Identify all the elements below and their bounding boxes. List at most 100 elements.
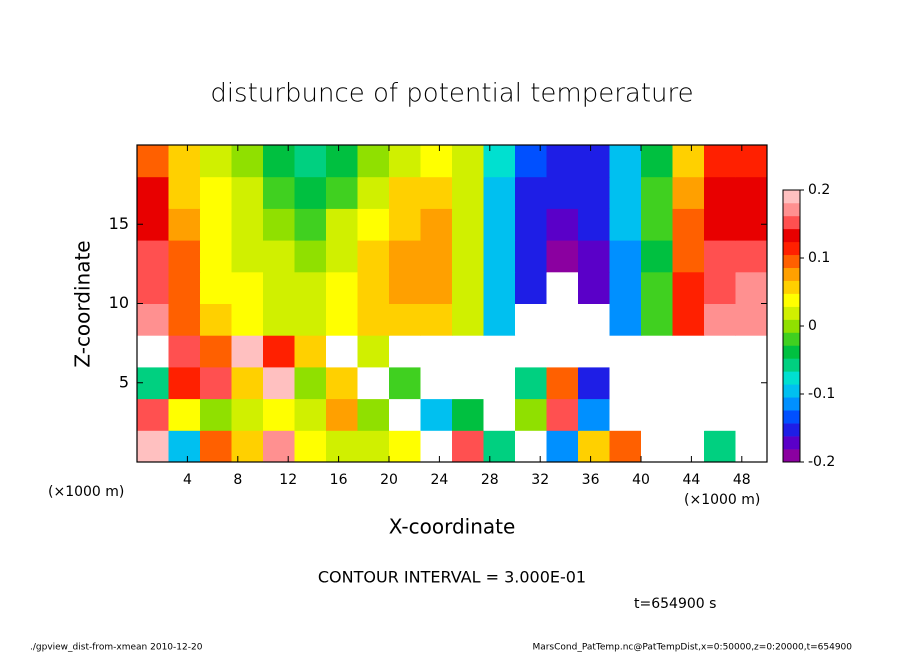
footer-left: ./gpview_dist-from-xmean 2010-12-20: [30, 643, 203, 653]
x-tick-label: 20: [380, 472, 398, 488]
heat-cell: [326, 398, 358, 431]
colorbar-tick-label: 0: [808, 318, 817, 334]
heat-cell: [672, 208, 705, 241]
heat-cell: [357, 176, 390, 209]
heat-cell: [168, 145, 201, 178]
heat-cell: [263, 145, 295, 178]
heat-cell: [546, 430, 579, 463]
heat-cell: [546, 398, 579, 431]
heat-cell: [294, 335, 327, 368]
heat-cell: [515, 398, 547, 431]
heat-cell: [641, 145, 673, 178]
heat-cell: [704, 176, 736, 209]
heat-cell: [452, 145, 484, 178]
x-tick-label: 32: [531, 472, 549, 488]
heat-cell: [704, 145, 736, 178]
heat-cell: [483, 240, 516, 273]
heat-cell: [326, 303, 358, 336]
heat-cell: [357, 271, 390, 304]
heat-cell: [704, 366, 736, 400]
heat-cell: [420, 145, 453, 178]
heat-cell: [137, 271, 169, 304]
heat-cell: [452, 303, 484, 336]
time-label: t=654900 s: [634, 596, 716, 612]
colorbar-swatch: [783, 306, 800, 320]
colorbar-swatch: [783, 397, 800, 411]
heat-cell: [389, 240, 421, 273]
x-unit: (×1000 m): [684, 492, 760, 508]
colorbar-swatch: [783, 202, 800, 217]
heat-cell: [609, 398, 642, 431]
heat-cell: [231, 176, 264, 209]
heat-cell: [704, 240, 736, 273]
heat-cell: [294, 208, 327, 241]
heat-cell: [704, 335, 736, 368]
heat-cell: [420, 240, 453, 273]
colorbar-swatch: [783, 190, 800, 204]
heat-cell: [672, 145, 705, 178]
heat-cell: [200, 430, 232, 463]
colorbar-swatch: [783, 371, 800, 385]
heat-cell: [735, 176, 768, 209]
heat-cell: [704, 398, 736, 431]
heat-cell: [294, 176, 327, 209]
heat-cell: [263, 335, 295, 368]
heat-cell: [672, 303, 705, 336]
heat-cell: [294, 271, 327, 304]
heat-cell: [672, 240, 705, 273]
heat-cell: [389, 398, 421, 431]
heat-cell: [483, 303, 516, 336]
chart-title: disturbunce of potential temperature: [210, 79, 693, 109]
heat-cell: [231, 240, 264, 273]
heat-cell: [546, 271, 579, 304]
heat-cell: [389, 208, 421, 241]
heat-cell: [578, 240, 610, 273]
colorbar-swatch: [783, 423, 800, 437]
heat-cell: [231, 366, 264, 400]
heat-cell: [641, 240, 673, 273]
heat-cell: [168, 271, 201, 304]
heat-cell: [704, 430, 736, 463]
heat-cell: [200, 145, 232, 178]
heat-cell: [546, 208, 579, 241]
colorbar-swatch: [783, 254, 800, 269]
colorbar-swatch: [783, 241, 800, 256]
heat-cell: [200, 208, 232, 241]
x-tick-label: 28: [481, 472, 499, 488]
heat-cell: [515, 240, 547, 273]
heat-cell: [609, 303, 642, 336]
heat-cell: [483, 145, 516, 178]
heat-cell: [546, 145, 579, 178]
y-tick-label: 5: [119, 372, 129, 391]
heat-cell: [672, 366, 705, 400]
y-unit: (×1000 m): [48, 484, 124, 500]
heat-cell: [168, 335, 201, 368]
heat-cell: [326, 430, 358, 463]
heat-cell: [200, 335, 232, 368]
heat-cell: [326, 145, 358, 178]
heat-cell: [263, 303, 295, 336]
colorbar-tick-label: -0.2: [808, 454, 835, 470]
heat-cell: [200, 240, 232, 273]
heat-cell: [452, 240, 484, 273]
heat-cell: [420, 208, 453, 241]
heat-cell: [483, 398, 516, 431]
heat-cell: [357, 145, 390, 178]
heat-cell: [515, 335, 547, 368]
heat-cell: [609, 366, 642, 400]
heat-cell: [263, 176, 295, 209]
heat-cell: [735, 271, 768, 304]
heat-cell: [483, 366, 516, 400]
heat-cell: [578, 208, 610, 241]
heat-cell: [263, 240, 295, 273]
heat-cell: [515, 430, 547, 463]
heat-cell: [137, 303, 169, 336]
heat-cell: [452, 430, 484, 463]
colorbar-tick-label: 0.2: [808, 182, 830, 198]
heat-cell: [483, 430, 516, 463]
heat-cell: [420, 271, 453, 304]
contour-note: CONTOUR INTERVAL = 3.000E-01: [318, 568, 586, 587]
heat-cell: [609, 240, 642, 273]
heat-cell: [578, 303, 610, 336]
heat-cell: [641, 303, 673, 336]
